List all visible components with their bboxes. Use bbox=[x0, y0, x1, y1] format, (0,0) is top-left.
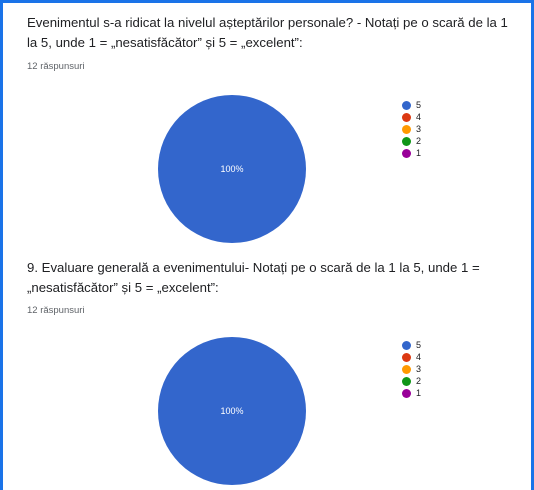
legend-dot-icon bbox=[402, 376, 411, 386]
slice-percent-label: 100% bbox=[220, 406, 243, 416]
legend-item-3[interactable]: 3 bbox=[402, 363, 421, 375]
legend-label: 4 bbox=[416, 112, 422, 122]
legend-label: 2 bbox=[416, 136, 422, 146]
chart-legend: 5 4 3 2 1 bbox=[402, 339, 421, 399]
legend-item-1[interactable]: 1 bbox=[402, 387, 421, 399]
legend-dot-icon bbox=[402, 148, 411, 158]
legend-item-2[interactable]: 2 bbox=[402, 375, 421, 387]
legend-dot-icon bbox=[402, 352, 411, 362]
pie-slice-5[interactable] bbox=[158, 95, 306, 243]
pie-chart: 100% bbox=[158, 95, 306, 243]
legend-item-4[interactable]: 4 bbox=[402, 111, 421, 123]
legend-label: 1 bbox=[416, 148, 422, 158]
legend-item-3[interactable]: 3 bbox=[402, 123, 421, 135]
legend-item-5[interactable]: 5 bbox=[402, 339, 421, 351]
legend-item-5[interactable]: 5 bbox=[402, 99, 421, 111]
question-title: 9. Evaluare generală a evenimentului- No… bbox=[27, 260, 480, 295]
legend-label: 1 bbox=[416, 388, 422, 398]
response-count: 12 răspunsuri bbox=[27, 61, 85, 72]
legend-label: 2 bbox=[416, 376, 422, 386]
question-title: Evenimentul s-a ridicat la nivelul aștep… bbox=[27, 15, 508, 50]
legend-label: 3 bbox=[416, 364, 422, 374]
legend-dot-icon bbox=[402, 340, 411, 350]
pie-chart: 100% bbox=[158, 337, 306, 485]
legend-label: 3 bbox=[416, 124, 422, 134]
response-count: 12 răspunsuri bbox=[27, 305, 85, 316]
slice-percent-label: 100% bbox=[220, 164, 243, 174]
legend-dot-icon bbox=[402, 388, 411, 398]
legend-item-2[interactable]: 2 bbox=[402, 135, 421, 147]
legend-label: 4 bbox=[416, 352, 422, 362]
legend-dot-icon bbox=[402, 112, 411, 122]
legend-dot-icon bbox=[402, 136, 411, 146]
legend-dot-icon bbox=[402, 100, 411, 110]
chart-legend: 5 4 3 2 1 bbox=[402, 99, 421, 159]
legend-label: 5 bbox=[416, 340, 422, 350]
legend-dot-icon bbox=[402, 124, 411, 134]
pie-slice-5[interactable] bbox=[158, 337, 306, 485]
legend-dot-icon bbox=[402, 364, 411, 374]
legend-item-4[interactable]: 4 bbox=[402, 351, 421, 363]
legend-label: 5 bbox=[416, 100, 422, 110]
legend-item-1[interactable]: 1 bbox=[402, 147, 421, 159]
